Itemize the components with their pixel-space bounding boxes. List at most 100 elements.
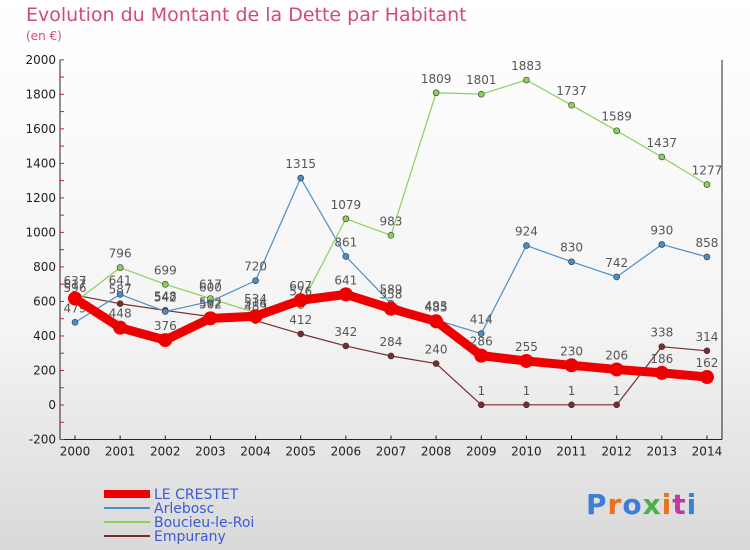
data-point-le-crestet bbox=[203, 311, 218, 326]
data-point-le-crestet bbox=[293, 293, 308, 308]
data-label-arlebosc: 924 bbox=[515, 225, 538, 239]
y-tick-label: 0 bbox=[48, 398, 56, 412]
data-point-boucieu-le-roi bbox=[432, 89, 440, 97]
data-label-le-crestet: 230 bbox=[560, 344, 583, 358]
logo-letter: P bbox=[586, 488, 608, 521]
x-tick-label: 2012 bbox=[601, 445, 632, 459]
data-label-boucieu-le-roi: 1801 bbox=[466, 73, 497, 87]
data-point-le-crestet bbox=[248, 309, 263, 324]
data-label-boucieu-le-roi: 699 bbox=[154, 263, 177, 277]
data-point-empurany bbox=[342, 342, 350, 350]
data-point-arlebosc bbox=[161, 308, 169, 315]
y-tick-label: -200 bbox=[29, 433, 56, 447]
data-point-le-crestet bbox=[113, 320, 128, 335]
data-label-boucieu-le-roi: 534 bbox=[244, 292, 267, 306]
data-label-empurany: 1 bbox=[613, 384, 621, 398]
x-tick-label: 2000 bbox=[60, 445, 91, 459]
data-label-boucieu-le-roi: 1737 bbox=[556, 84, 587, 98]
chart-unit: (en €) bbox=[26, 29, 62, 43]
y-tick-label: 1000 bbox=[25, 225, 56, 239]
y-tick-label: 1400 bbox=[25, 156, 56, 170]
data-point-arlebosc bbox=[568, 258, 575, 266]
x-tick-label: 2014 bbox=[692, 445, 723, 459]
data-label-boucieu-le-roi: 1809 bbox=[421, 72, 452, 86]
data-point-empurany bbox=[523, 401, 530, 409]
data-point-le-crestet bbox=[474, 348, 489, 363]
data-point-empurany bbox=[703, 347, 711, 355]
legend-label-boucieu-le-roi: Boucieu-le-Roi bbox=[154, 515, 254, 531]
legend-label-arlebosc: Arlebosc bbox=[154, 501, 214, 517]
data-point-boucieu-le-roi bbox=[568, 101, 575, 109]
logo-letter: i bbox=[661, 488, 673, 521]
x-tick-label: 2002 bbox=[150, 445, 181, 459]
data-label-arlebosc: 641 bbox=[109, 273, 132, 287]
y-tick-label: 1600 bbox=[25, 122, 56, 136]
data-label-le-crestet: 502 bbox=[199, 297, 222, 311]
data-label-le-crestet: 641 bbox=[334, 273, 357, 287]
data-label-boucieu-le-roi: 1437 bbox=[647, 136, 678, 150]
data-label-boucieu-le-roi: 983 bbox=[380, 214, 403, 228]
data-point-arlebosc bbox=[116, 291, 124, 298]
data-point-le-crestet bbox=[564, 358, 579, 373]
x-tick-label: 2003 bbox=[195, 445, 226, 459]
data-point-le-crestet bbox=[158, 333, 173, 348]
data-label-arlebosc: 600 bbox=[199, 280, 222, 294]
data-label-empurany: 587 bbox=[109, 283, 132, 297]
data-point-boucieu-le-roi bbox=[207, 295, 214, 302]
data-label-le-crestet: 617 bbox=[64, 278, 87, 292]
logo-letter: r bbox=[607, 488, 623, 521]
logo-letter: x bbox=[642, 488, 662, 521]
y-tick-label: 1200 bbox=[25, 191, 56, 205]
x-tick-label: 2001 bbox=[105, 445, 136, 459]
data-point-boucieu-le-roi bbox=[161, 281, 169, 288]
data-point-boucieu-le-roi bbox=[477, 90, 485, 98]
data-point-le-crestet bbox=[383, 301, 398, 316]
data-label-boucieu-le-roi: 1079 bbox=[331, 198, 362, 212]
data-point-arlebosc bbox=[297, 174, 305, 182]
data-label-arlebosc: 858 bbox=[696, 236, 719, 250]
data-point-empurany bbox=[613, 401, 620, 409]
data-point-empurany bbox=[116, 300, 124, 307]
data-label-boucieu-le-roi: 1883 bbox=[511, 59, 542, 73]
data-label-le-crestet: 514 bbox=[244, 295, 267, 309]
data-label-arlebosc: 542 bbox=[154, 290, 177, 304]
data-point-arlebosc bbox=[342, 253, 350, 260]
y-tick-label: 1800 bbox=[25, 87, 56, 101]
data-point-le-crestet bbox=[654, 365, 669, 380]
data-label-arlebosc: 493 bbox=[425, 299, 448, 313]
data-label-boucieu-le-roi: 1589 bbox=[601, 110, 632, 124]
data-label-empurany: 342 bbox=[334, 325, 357, 339]
data-label-arlebosc: 930 bbox=[650, 223, 673, 237]
data-point-empurany bbox=[568, 401, 575, 409]
data-label-empurany: 1 bbox=[523, 384, 531, 398]
data-label-empurany: 548 bbox=[154, 289, 177, 303]
y-tick-label: 2000 bbox=[25, 53, 56, 67]
data-point-arlebosc bbox=[658, 241, 666, 248]
data-point-arlebosc bbox=[613, 273, 620, 281]
x-tick-label: 2004 bbox=[240, 445, 271, 459]
data-label-le-crestet: 162 bbox=[696, 356, 719, 370]
data-point-le-crestet bbox=[699, 370, 714, 385]
data-label-empurany: 284 bbox=[380, 335, 403, 349]
data-label-arlebosc: 414 bbox=[470, 313, 493, 327]
data-label-le-crestet: 186 bbox=[650, 352, 673, 366]
data-label-arlebosc: 720 bbox=[244, 260, 267, 274]
data-label-empurany: 338 bbox=[650, 326, 673, 340]
data-label-empurany: 1 bbox=[568, 384, 576, 398]
x-tick-label: 2006 bbox=[331, 445, 362, 459]
data-point-boucieu-le-roi bbox=[523, 76, 530, 84]
data-point-arlebosc bbox=[252, 277, 259, 285]
data-point-boucieu-le-roi bbox=[342, 215, 350, 223]
y-tick-label: 600 bbox=[33, 294, 56, 308]
data-label-boucieu-le-roi: 617 bbox=[199, 278, 222, 292]
data-label-arlebosc: 742 bbox=[605, 256, 628, 270]
data-label-arlebosc: 1315 bbox=[285, 157, 316, 171]
y-tick-label: 400 bbox=[33, 329, 56, 343]
x-tick-label: 2005 bbox=[285, 445, 316, 459]
data-point-le-crestet bbox=[609, 362, 624, 377]
data-label-boucieu-le-roi: 1277 bbox=[692, 164, 723, 178]
data-point-arlebosc bbox=[703, 253, 711, 261]
data-label-le-crestet: 255 bbox=[515, 340, 538, 354]
